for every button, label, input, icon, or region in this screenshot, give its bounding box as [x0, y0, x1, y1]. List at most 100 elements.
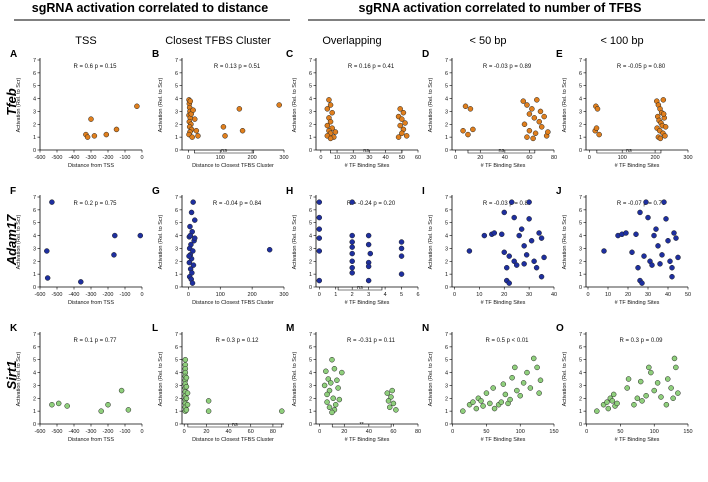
data-point — [512, 364, 518, 371]
data-point — [398, 245, 405, 252]
data-point — [325, 376, 332, 382]
data-point — [593, 125, 600, 131]
data-point — [643, 392, 649, 399]
x-tick-label: 60 — [526, 155, 532, 161]
x-tick-label: -400 — [68, 429, 79, 435]
panel-letter: H — [286, 186, 293, 197]
correlation-stat: R = 0.1 p = 0.77 — [73, 338, 117, 344]
data-point — [660, 97, 667, 103]
y-tick-label: 2 — [175, 259, 178, 265]
y-tick-label: 1 — [579, 409, 582, 415]
y-tick-label: 1 — [579, 135, 582, 141]
y-tick-label: 2 — [445, 396, 448, 402]
data-point — [137, 232, 144, 239]
panel-f: F 0 1 2 3 4 5 6 7 -600 -500 -400 -300 -200 -100 0 Activa… — [10, 186, 144, 306]
data-point — [528, 237, 535, 244]
data-point — [339, 369, 345, 376]
data-point — [637, 209, 643, 216]
data-point — [326, 387, 333, 394]
data-point — [673, 364, 679, 371]
data-point — [668, 385, 674, 391]
panel-c: C 0 1 2 3 4 5 6 7 0 10 20 30 40 50 60 Activation (Rel. t… — [286, 49, 421, 169]
data-point — [398, 239, 405, 245]
y-tick-label: 1 — [445, 272, 448, 278]
data-point — [49, 401, 55, 408]
data-point — [397, 122, 403, 129]
x-tick-label: 50 — [399, 155, 405, 161]
data-point — [601, 248, 607, 254]
data-point — [105, 401, 111, 408]
data-point — [524, 134, 530, 140]
y-tick-label: 1 — [309, 272, 312, 278]
correlation-stat: R = -0.03 p = 0.87 — [483, 201, 532, 207]
y-tick-label: 7 — [33, 58, 36, 64]
panel-o: O 0 1 2 3 4 5 6 7 0 50 100 150 Activation (Rel. to Sc… — [556, 323, 693, 443]
y-tick-label: 3 — [33, 383, 36, 389]
y-tick-label: 1 — [175, 272, 178, 278]
data-point — [330, 395, 336, 402]
x-axis-label: # TF Binding Sites — [615, 437, 660, 443]
y-tick-label: 0 — [175, 285, 178, 291]
y-tick-label: 4 — [175, 371, 178, 377]
x-tick-label: 50 — [685, 292, 691, 298]
x-tick-label: -300 — [85, 429, 96, 435]
data-point — [189, 280, 196, 286]
data-point — [634, 395, 641, 402]
y-tick-label: 6 — [579, 345, 582, 351]
data-point — [335, 385, 341, 391]
data-point — [84, 134, 91, 140]
x-tick-label: 200 — [651, 155, 660, 161]
y-axis-label: Activation (Rel. to Scr) — [16, 214, 22, 269]
data-point — [349, 232, 355, 239]
y-axis-label: Activation (Rel. to Scr) — [562, 351, 568, 406]
data-point — [205, 398, 212, 404]
data-point — [190, 262, 197, 268]
y-tick-label: 6 — [175, 208, 178, 214]
y-tick-label: 7 — [309, 332, 312, 338]
data-point — [527, 385, 534, 391]
data-point — [507, 396, 513, 403]
y-tick-label: 7 — [175, 58, 178, 64]
column-title-closest-cluster: Closest TFBS Cluster — [165, 35, 271, 47]
x-tick-label: 0 — [140, 429, 143, 435]
data-point — [511, 214, 517, 221]
x-tick-label: -200 — [102, 292, 113, 298]
significance-bracket — [330, 150, 403, 154]
y-tick-label: 4 — [445, 371, 448, 377]
data-point — [192, 235, 198, 241]
data-point — [388, 394, 394, 400]
data-point — [534, 97, 540, 103]
data-point — [536, 230, 542, 236]
y-tick-label: 5 — [175, 221, 178, 227]
data-point — [481, 232, 488, 239]
data-point — [239, 127, 246, 134]
data-point — [336, 396, 343, 403]
data-point — [118, 387, 125, 394]
x-tick-label: 0 — [318, 292, 321, 298]
data-point — [483, 390, 490, 396]
correlation-stat: R = -0.03 p = 0.89 — [483, 64, 532, 70]
data-point — [324, 399, 330, 405]
data-point — [327, 135, 334, 142]
correlation-stat: R = -0.07 p = 0.70 — [617, 201, 666, 207]
y-tick-label: 2 — [579, 396, 582, 402]
y-tick-label: 6 — [33, 345, 36, 351]
data-point — [537, 108, 544, 115]
data-point — [365, 232, 372, 239]
data-point — [501, 209, 507, 216]
x-tick-label: 100 — [216, 292, 225, 298]
data-point — [538, 124, 545, 130]
x-tick-label: 0 — [453, 292, 456, 298]
significance-label: ns — [221, 148, 227, 154]
y-tick-label: 6 — [309, 71, 312, 77]
x-tick-label: 40 — [551, 292, 557, 298]
column-title-100bp: < 100 bp — [600, 35, 643, 47]
y-tick-label: 3 — [175, 383, 178, 389]
y-tick-label: 3 — [309, 246, 312, 252]
x-tick-label: -400 — [68, 155, 79, 161]
data-point — [365, 263, 372, 270]
x-tick-label: 0 — [451, 429, 454, 435]
y-tick-label: 1 — [33, 409, 36, 415]
y-tick-label: 4 — [309, 371, 312, 377]
y-tick-label: 4 — [33, 234, 36, 240]
